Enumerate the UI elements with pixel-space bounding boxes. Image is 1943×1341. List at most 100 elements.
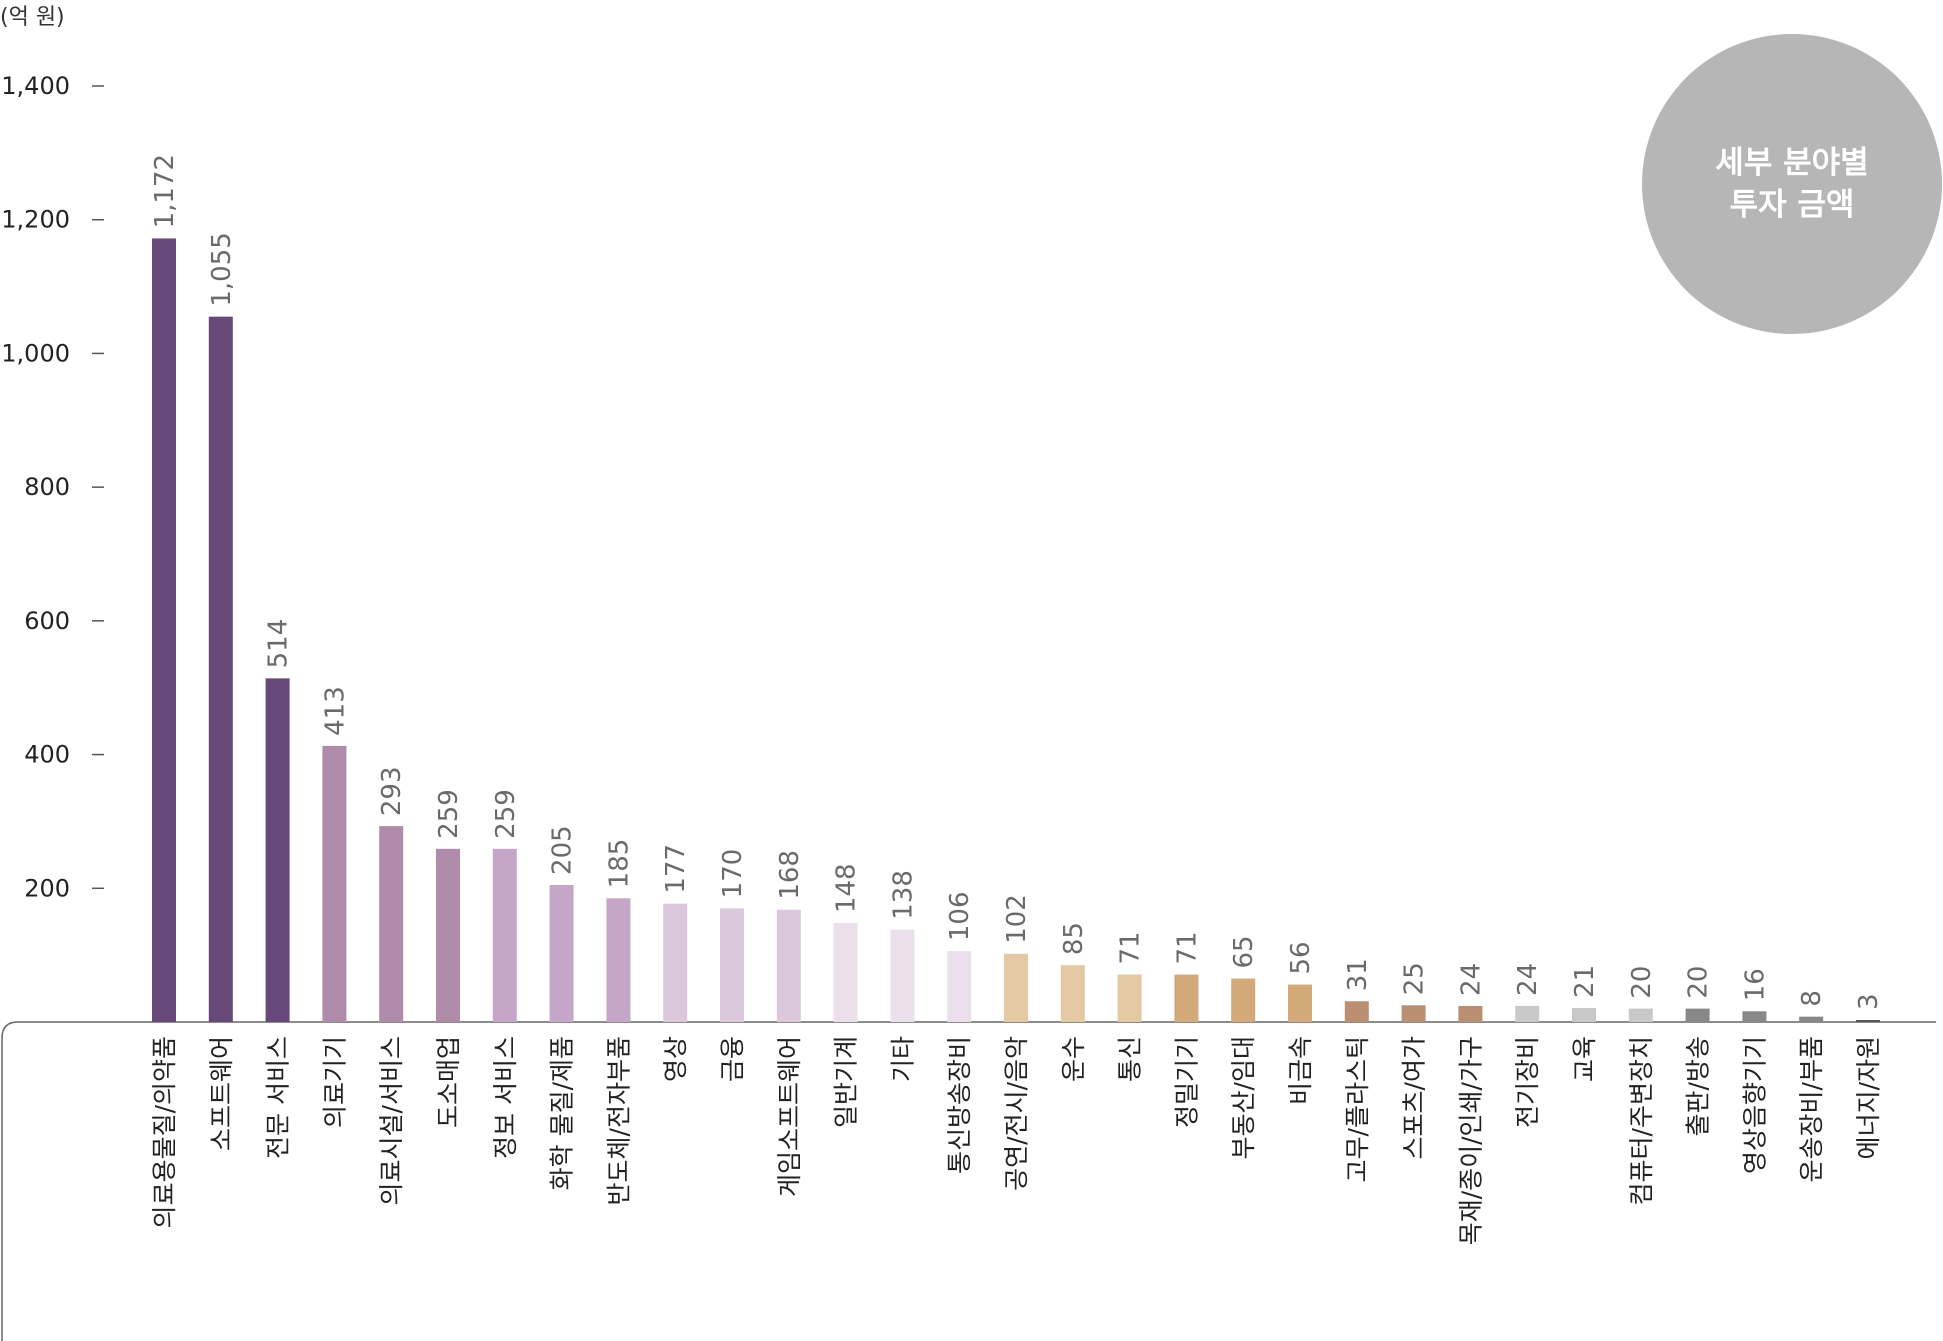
category-label: 금융 bbox=[718, 1036, 747, 1082]
category-label: 영상 bbox=[661, 1036, 690, 1082]
unit-label: (억 원) bbox=[0, 5, 65, 30]
category-label: 의료용물질/의약품 bbox=[150, 1036, 179, 1228]
category-label: 정보 서비스 bbox=[491, 1036, 520, 1159]
category-label: 에너지/자원 bbox=[1854, 1036, 1883, 1159]
bar bbox=[890, 929, 915, 1022]
bar bbox=[1628, 1008, 1653, 1022]
bar bbox=[152, 238, 176, 1023]
value-label: 293 bbox=[377, 766, 407, 816]
category-label: 통신방송장비 bbox=[945, 1036, 974, 1174]
bar bbox=[1458, 1005, 1483, 1022]
bar bbox=[720, 908, 744, 1022]
category-label: 출판/방송 bbox=[1684, 1036, 1713, 1136]
bar bbox=[549, 884, 574, 1022]
category-label: 운송장비/부품 bbox=[1797, 1036, 1826, 1182]
category-label: 운수 bbox=[1059, 1036, 1088, 1082]
category-label: 반도체/전자부품 bbox=[604, 1036, 633, 1205]
category-label: 도소매업 bbox=[434, 1036, 463, 1128]
value-label: 3 bbox=[1854, 993, 1884, 1010]
category-label: 의료시설/서비스 bbox=[377, 1036, 406, 1205]
value-label: 24 bbox=[1513, 963, 1543, 996]
value-label: 21 bbox=[1570, 965, 1600, 998]
value-label: 138 bbox=[888, 870, 918, 920]
category-label: 비금속 bbox=[1286, 1036, 1315, 1105]
bar bbox=[1742, 1011, 1767, 1022]
category-label: 전문 서비스 bbox=[264, 1036, 293, 1159]
category-label: 전기장비 bbox=[1513, 1036, 1542, 1128]
bar bbox=[1344, 1001, 1369, 1022]
category-label: 의료기기 bbox=[320, 1036, 349, 1128]
value-label: 25 bbox=[1400, 962, 1430, 995]
y-tick-label: 400 bbox=[24, 741, 70, 769]
value-label: 16 bbox=[1740, 968, 1770, 1001]
value-label: 168 bbox=[775, 850, 805, 900]
value-label: 71 bbox=[1116, 931, 1146, 964]
y-tick-label: 800 bbox=[24, 473, 70, 501]
bar bbox=[436, 848, 460, 1022]
value-label: 20 bbox=[1684, 966, 1714, 999]
category-label: 게임소프트웨어 bbox=[775, 1036, 804, 1197]
bar bbox=[1117, 974, 1142, 1022]
bars bbox=[152, 238, 1880, 1023]
value-label: 8 bbox=[1797, 990, 1827, 1007]
value-label: 56 bbox=[1286, 941, 1316, 974]
category-label: 영상음향기기 bbox=[1740, 1036, 1769, 1174]
category-label: 부동산/임대 bbox=[1229, 1036, 1258, 1159]
bar bbox=[606, 898, 631, 1022]
bar bbox=[1685, 1008, 1710, 1022]
category-label: 공연/전시/음악 bbox=[1002, 1036, 1031, 1191]
bar bbox=[492, 848, 517, 1022]
value-label: 413 bbox=[320, 686, 350, 736]
value-label: 102 bbox=[1002, 894, 1032, 944]
bar bbox=[947, 951, 972, 1022]
bar bbox=[1799, 1016, 1824, 1022]
section-badge: 세부 분야별 투자 금액 bbox=[1642, 34, 1942, 334]
y-tick-label: 200 bbox=[24, 874, 70, 902]
category-label: 컴퓨터/주변장치 bbox=[1627, 1036, 1656, 1205]
category-label: 일반기계 bbox=[832, 1036, 861, 1128]
value-label: 65 bbox=[1229, 935, 1259, 968]
bar bbox=[379, 826, 404, 1022]
value-label: 71 bbox=[1172, 931, 1202, 964]
category-label: 스포츠/여가 bbox=[1400, 1036, 1429, 1159]
value-label: 85 bbox=[1059, 922, 1089, 955]
category-label: 소프트웨어 bbox=[207, 1036, 236, 1151]
y-axis: 200 400 600 800 1,000 1,200 1,400 bbox=[1, 72, 104, 902]
category-label: 목재/종이/인쇄/가구 bbox=[1456, 1036, 1485, 1245]
bar bbox=[776, 909, 801, 1022]
y-tick-label: 1,000 bbox=[1, 339, 70, 367]
category-label: 통신 bbox=[1116, 1036, 1145, 1082]
value-label: 31 bbox=[1343, 958, 1373, 991]
value-label: 185 bbox=[604, 839, 634, 889]
bar bbox=[1515, 1005, 1540, 1022]
value-label: 259 bbox=[491, 789, 521, 839]
category-labels: 의료용물질/의약품 소프트웨어 전문 서비스 의료기기 의료시설/서비스 도소매업 정보 서… bbox=[150, 1036, 1883, 1245]
x-axis-line bbox=[1, 1021, 1936, 1341]
bar bbox=[1401, 1005, 1426, 1022]
value-label: 514 bbox=[264, 619, 294, 669]
bar bbox=[265, 678, 290, 1022]
category-label: 화학 물질/제품 bbox=[548, 1036, 577, 1190]
value-label: 259 bbox=[434, 789, 464, 839]
bar bbox=[1231, 978, 1256, 1022]
category-label: 고무/플라스틱 bbox=[1343, 1036, 1372, 1182]
y-tick-label: 600 bbox=[24, 607, 70, 635]
bar bbox=[208, 316, 233, 1023]
bar bbox=[663, 903, 688, 1022]
badge-line-2: 투자 금액 bbox=[1729, 187, 1855, 223]
bar bbox=[1174, 974, 1199, 1022]
value-label: 148 bbox=[832, 863, 862, 913]
bar bbox=[1060, 965, 1085, 1022]
value-label: 1,172 bbox=[150, 154, 180, 228]
value-label: 20 bbox=[1627, 966, 1657, 999]
value-label: 1,055 bbox=[207, 232, 237, 306]
bar bbox=[833, 923, 858, 1022]
value-label: 205 bbox=[548, 825, 578, 875]
category-label: 기타 bbox=[888, 1036, 917, 1082]
value-label: 170 bbox=[718, 849, 748, 899]
value-label: 177 bbox=[661, 844, 691, 894]
bar bbox=[1288, 984, 1312, 1022]
bar bbox=[322, 745, 347, 1022]
